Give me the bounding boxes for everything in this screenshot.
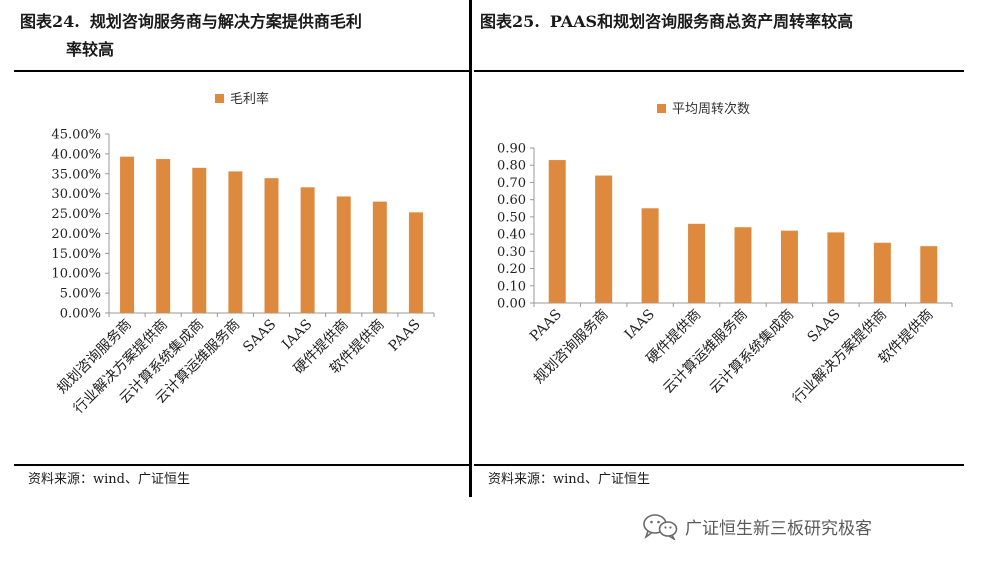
turnover-bar (595, 175, 613, 303)
figure-25-top-rule (474, 70, 964, 72)
margin-legend-swatch (215, 94, 224, 103)
margin-bar (156, 159, 171, 313)
figure-24-panel: 图表24. 规划咨询服务商与解决方案提供商毛利 率较高 毛利率 0.00% 5.00%… (14, 0, 470, 497)
wechat-watermark: 广证恒生新三板研究极客 (641, 512, 872, 540)
turnover-y-tick-label: 0.70 (497, 176, 526, 191)
turnover-y-tick-label: 0.30 (497, 245, 526, 260)
turnover-y-tick-label: 0.10 (497, 279, 526, 294)
margin-bar (372, 201, 387, 313)
figure-24-top-rule (14, 70, 470, 72)
figure-25-title-text: PAAS和规划咨询服务商总资产周转率较高 (549, 12, 854, 31)
turnover-bar (873, 242, 891, 303)
figure-25-panel: 图表25. PAAS和规划咨询服务商总资产周转率较高 平均周转次数 0.00 0.10… (474, 0, 964, 497)
figure-25-title: 图表25. PAAS和规划咨询服务商总资产周转率较高 (480, 8, 960, 36)
turnover-category-label: IAAS (622, 307, 658, 343)
margin-legend-label: 毛利率 (230, 91, 269, 107)
margin-bar (408, 212, 423, 313)
turnover-y-tick-label: 0.90 (497, 142, 526, 157)
margin-y-tick-label: 0.00% (60, 307, 101, 322)
margin-bar (300, 187, 315, 313)
turnover-bar (734, 227, 752, 303)
margin-legend: 毛利率 (215, 91, 269, 107)
turnover-legend: 平均周转次数 (657, 101, 750, 117)
turnover-y-tick-label: 0.40 (497, 228, 526, 243)
margin-y-tick-label: 45.00% (51, 128, 101, 143)
turnover-y-tick-label: 0.50 (497, 210, 526, 225)
figure-24-title: 图表24. 规划咨询服务商与解决方案提供商毛利 率较高 (20, 8, 460, 64)
gross-margin-bar-chart: 毛利率 0.00% 5.00% 10.00% 15.00% 20.00% 25.00% 30.… (51, 91, 435, 417)
turnover-category-label: PAAS (527, 307, 565, 345)
figure-24-number: 图表24. (20, 12, 80, 31)
turnover-legend-swatch (657, 104, 666, 113)
turnover-bar (827, 232, 845, 303)
margin-bar (228, 171, 243, 313)
margin-y-tick-label: 10.00% (51, 267, 101, 282)
asset-turnover-bar-chart: 平均周转次数 0.00 0.10 0.20 0.30 0.40 0.50 0.60 0.70 0.… (497, 101, 953, 407)
margin-y-tick-label: 35.00% (51, 167, 101, 182)
turnover-bar (920, 246, 938, 303)
figure-24-title-line1: 规划咨询服务商与解决方案提供商毛利 (89, 12, 362, 31)
margin-category-label: PAAS (386, 317, 424, 355)
margin-y-tick-label: 25.00% (51, 207, 101, 222)
turnover-y-tick-label: 0.60 (497, 193, 526, 208)
margin-bar (264, 178, 279, 313)
margin-bar (192, 167, 207, 313)
turnover-category-label: 云计算系统集成商 (706, 306, 797, 397)
margin-bar (336, 196, 351, 313)
watermark-text: 广证恒生新三板研究极客 (685, 518, 872, 539)
figure-24-title-line2: 率较高 (66, 40, 115, 59)
turnover-category-label: SAAS (805, 307, 844, 346)
margin-y-tick-label: 15.00% (51, 247, 101, 262)
margin-category-label: SAAS (240, 317, 279, 356)
turnover-legend-label: 平均周转次数 (672, 101, 750, 117)
figure-25-bottom-rule (474, 464, 964, 466)
figure-25-number: 图表25. (480, 12, 540, 31)
turnover-y-tick-label: 0.80 (497, 159, 526, 174)
margin-y-tick-label: 40.00% (51, 147, 101, 162)
panel-divider (469, 0, 472, 497)
figure-24-bottom-rule (14, 464, 470, 466)
turnover-bar (641, 208, 659, 303)
turnover-category-label: 云计算运维服务商 (660, 307, 751, 398)
turnover-bar (780, 230, 798, 303)
margin-y-tick-label: 30.00% (51, 187, 101, 202)
wechat-icon (643, 514, 678, 540)
figure-24-source: 资料来源：wind、广证恒生 (28, 472, 190, 487)
turnover-bar (688, 223, 706, 303)
figure-25-source: 资料来源：wind、广证恒生 (488, 472, 650, 487)
turnover-y-tick-label: 0.20 (497, 262, 526, 277)
turnover-bar (548, 160, 566, 303)
margin-y-tick-label: 5.00% (60, 287, 101, 302)
turnover-y-tick-label: 0.00 (497, 297, 526, 312)
margin-bar (120, 156, 135, 313)
margin-y-tick-label: 20.00% (51, 227, 101, 242)
